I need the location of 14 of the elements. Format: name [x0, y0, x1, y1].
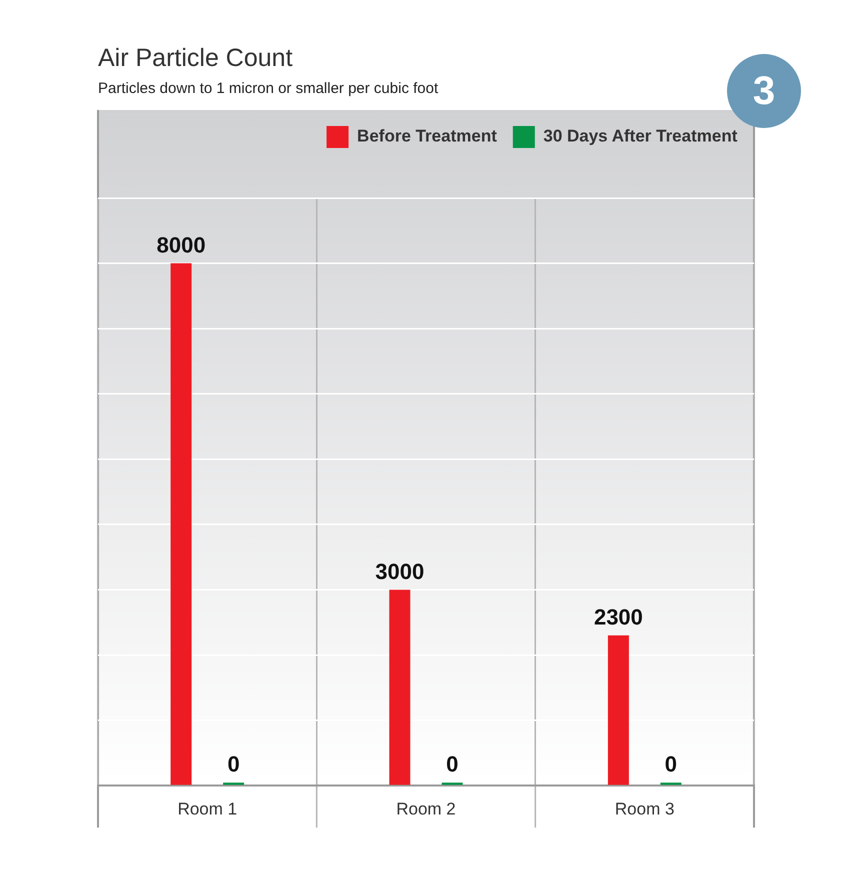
x-tick-label: Room 1: [178, 799, 238, 818]
data-label: 0: [446, 752, 458, 777]
chart-title: Air Particle Count: [98, 44, 293, 73]
data-label: 8000: [156, 232, 206, 258]
data-label: 2300: [594, 604, 643, 630]
x-tick-label: Room 3: [614, 799, 674, 818]
legend-label: Before Treatment: [357, 126, 498, 146]
legend-label: 30 Days After Treatment: [543, 126, 738, 146]
data-label: 3000: [375, 558, 424, 584]
data-label: 0: [227, 752, 240, 777]
number-badge: 3: [727, 54, 801, 128]
x-tick-label: Room 2: [396, 799, 456, 818]
data-label: 0: [664, 752, 678, 777]
chart-subtitle: Particles down to 1 micron or smaller per cubic foot: [98, 80, 438, 97]
